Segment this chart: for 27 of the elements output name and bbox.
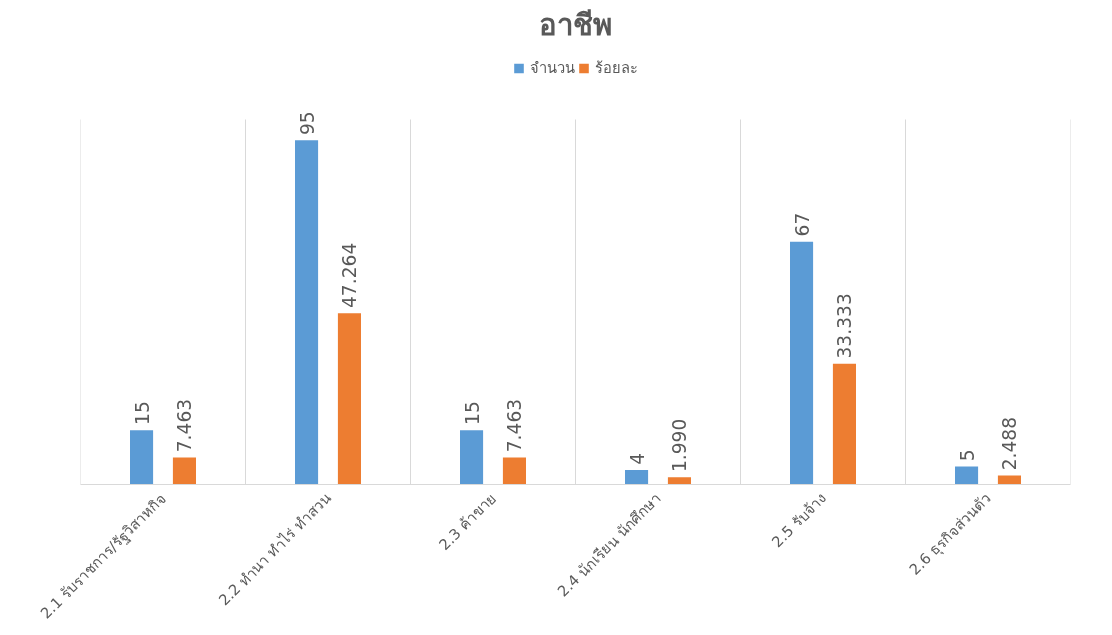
bar	[832, 363, 856, 485]
bar	[997, 475, 1021, 485]
data-label: 2.488	[999, 416, 1021, 471]
bar	[295, 140, 319, 485]
bar	[172, 457, 196, 485]
bar	[460, 430, 484, 485]
legend-label: จำนวน	[529, 58, 575, 78]
bar	[625, 470, 649, 485]
data-label: 1.990	[669, 418, 691, 473]
data-label: 67	[791, 212, 813, 237]
bar	[667, 477, 691, 485]
bar	[337, 313, 361, 485]
bar	[955, 466, 979, 485]
data-label: 95	[296, 111, 318, 135]
bar	[790, 241, 814, 485]
data-label: 7.463	[504, 398, 526, 453]
data-label: 5	[956, 449, 978, 462]
data-label: 47.264	[339, 242, 361, 309]
data-label: 7.463	[174, 398, 196, 453]
data-label: 15	[131, 401, 153, 425]
data-label: 4	[626, 452, 648, 465]
data-label: 15	[461, 401, 483, 425]
chart-title: อาชีพ	[539, 7, 612, 42]
legend-label: ร้อยละ	[594, 58, 638, 78]
bar	[502, 457, 526, 485]
bar	[130, 430, 154, 485]
data-label: 33.333	[834, 293, 856, 359]
